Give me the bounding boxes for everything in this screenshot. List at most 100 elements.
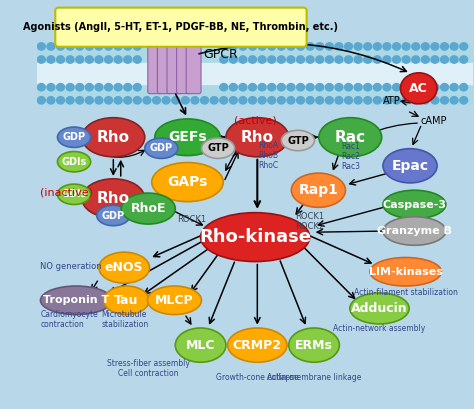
Circle shape — [402, 97, 410, 104]
Text: GDP: GDP — [150, 143, 173, 153]
Text: GTP: GTP — [207, 143, 229, 153]
Text: ROCK1
ROCK2: ROCK1 ROCK2 — [295, 212, 324, 231]
Ellipse shape — [175, 328, 226, 362]
Ellipse shape — [99, 252, 149, 283]
Ellipse shape — [350, 293, 409, 324]
Circle shape — [412, 83, 419, 91]
Text: Stress-fiber assembly
Cell contraction: Stress-fiber assembly Cell contraction — [107, 359, 190, 378]
Circle shape — [85, 97, 93, 104]
Circle shape — [460, 43, 468, 50]
Text: GDIs: GDIs — [62, 189, 87, 199]
Ellipse shape — [155, 119, 220, 155]
Circle shape — [431, 43, 439, 50]
Circle shape — [277, 97, 285, 104]
Circle shape — [239, 56, 247, 63]
Ellipse shape — [289, 328, 339, 362]
Circle shape — [460, 56, 468, 63]
Circle shape — [335, 43, 343, 50]
Circle shape — [421, 43, 429, 50]
Circle shape — [114, 56, 122, 63]
Text: MLCP: MLCP — [155, 294, 194, 307]
Text: Adducin: Adducin — [351, 302, 408, 315]
Circle shape — [201, 97, 209, 104]
Circle shape — [374, 43, 381, 50]
Circle shape — [392, 56, 401, 63]
Circle shape — [95, 97, 103, 104]
Ellipse shape — [40, 286, 112, 315]
Text: AC: AC — [410, 82, 428, 95]
Text: ERMs: ERMs — [295, 339, 333, 352]
Circle shape — [392, 83, 401, 91]
Ellipse shape — [57, 127, 91, 147]
FancyBboxPatch shape — [177, 34, 191, 94]
Text: Actin-membrane linkage: Actin-membrane linkage — [267, 373, 361, 382]
Circle shape — [239, 83, 247, 91]
Circle shape — [345, 97, 353, 104]
Circle shape — [220, 56, 228, 63]
Circle shape — [325, 43, 333, 50]
Text: GDP: GDP — [102, 211, 125, 220]
Circle shape — [105, 43, 112, 50]
Ellipse shape — [145, 138, 178, 158]
Circle shape — [85, 83, 93, 91]
Text: (active): (active) — [234, 115, 277, 125]
Text: Rac: Rac — [335, 130, 366, 145]
Circle shape — [239, 97, 247, 104]
FancyBboxPatch shape — [157, 34, 172, 94]
Circle shape — [316, 83, 324, 91]
Circle shape — [364, 56, 372, 63]
Circle shape — [412, 43, 419, 50]
Circle shape — [85, 43, 93, 50]
Circle shape — [229, 83, 237, 91]
Circle shape — [248, 97, 256, 104]
Text: Actin-filament stabilization: Actin-filament stabilization — [354, 288, 457, 297]
Ellipse shape — [82, 118, 145, 157]
Circle shape — [431, 97, 439, 104]
Circle shape — [354, 83, 362, 91]
Text: Agonists (AngII, 5-HT, ET-1, PDGF-BB, NE, Thrombin, etc.): Agonists (AngII, 5-HT, ET-1, PDGF-BB, NE… — [23, 22, 338, 32]
Circle shape — [325, 56, 333, 63]
Ellipse shape — [319, 118, 382, 157]
Ellipse shape — [281, 130, 314, 151]
Circle shape — [421, 56, 429, 63]
Circle shape — [239, 43, 247, 50]
Text: CRMP2: CRMP2 — [233, 339, 282, 352]
Ellipse shape — [201, 213, 310, 262]
Circle shape — [66, 43, 74, 50]
Circle shape — [335, 83, 343, 91]
Circle shape — [297, 56, 304, 63]
Circle shape — [431, 56, 439, 63]
Ellipse shape — [201, 138, 235, 158]
Ellipse shape — [401, 73, 437, 104]
Circle shape — [392, 43, 401, 50]
Text: Rho: Rho — [97, 130, 130, 145]
Circle shape — [258, 43, 266, 50]
Circle shape — [56, 43, 64, 50]
Circle shape — [440, 97, 448, 104]
Circle shape — [105, 97, 112, 104]
Circle shape — [258, 56, 266, 63]
Circle shape — [383, 56, 391, 63]
Text: RhoE: RhoE — [130, 202, 166, 215]
Circle shape — [450, 97, 458, 104]
Circle shape — [220, 83, 228, 91]
Circle shape — [316, 97, 324, 104]
Text: Epac: Epac — [392, 159, 428, 173]
Circle shape — [277, 83, 285, 91]
Text: Rho: Rho — [97, 191, 130, 206]
Circle shape — [306, 83, 314, 91]
Circle shape — [392, 97, 401, 104]
Circle shape — [210, 97, 218, 104]
Text: GAPs: GAPs — [167, 175, 208, 189]
Circle shape — [325, 83, 333, 91]
Circle shape — [325, 97, 333, 104]
Circle shape — [162, 97, 170, 104]
Bar — [37, 63, 474, 84]
Circle shape — [316, 43, 324, 50]
Circle shape — [248, 83, 256, 91]
Ellipse shape — [226, 118, 289, 157]
Circle shape — [431, 83, 439, 91]
Ellipse shape — [383, 148, 437, 183]
Circle shape — [37, 83, 45, 91]
Circle shape — [258, 83, 266, 91]
